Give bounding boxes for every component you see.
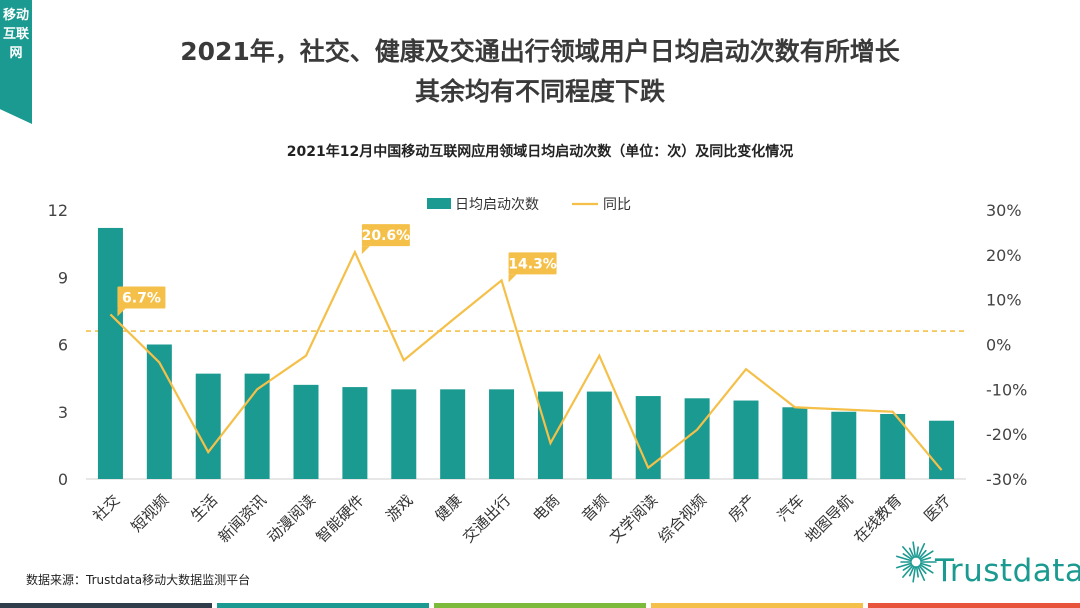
right-axis-tick-label: 30% bbox=[986, 201, 1022, 220]
legend-line-label: 同比 bbox=[603, 197, 631, 213]
footer-bar bbox=[217, 603, 429, 608]
bar-综合视频 bbox=[684, 398, 710, 479]
annotation-label: 14.3% bbox=[508, 256, 557, 272]
left-axis-tick-label: 12 bbox=[48, 201, 68, 220]
legend-bar-swatch bbox=[427, 198, 451, 209]
right-axis-tick-label: 10% bbox=[986, 291, 1022, 310]
left-axis-tick-label: 6 bbox=[58, 336, 68, 355]
bar-社交 bbox=[97, 227, 123, 479]
bar-新闻资讯 bbox=[244, 373, 270, 479]
right-axis-tick-label: 0% bbox=[986, 336, 1011, 355]
annotation-pointer bbox=[117, 308, 126, 317]
x-tick-label: 社交 bbox=[89, 491, 123, 525]
right-axis-tick-label: -30% bbox=[986, 470, 1027, 489]
annotation-box bbox=[361, 224, 410, 247]
logo-text: Trustdata bbox=[935, 553, 1080, 589]
x-tick-label: 健康 bbox=[432, 491, 466, 525]
x-tick-label: 地图导航 bbox=[801, 491, 856, 546]
left-axis-tick-label: 3 bbox=[58, 403, 68, 422]
x-tick-label: 音频 bbox=[578, 491, 612, 525]
chart-title: 2021年12月中国移动互联网应用领域日均启动次数（单位：次）及同比变化情况 bbox=[286, 144, 794, 160]
annotation-box bbox=[508, 252, 557, 275]
legend-bar-label: 日均启动次数 bbox=[455, 197, 539, 213]
footer-color-bars bbox=[0, 603, 1080, 608]
bar-智能硬件 bbox=[342, 387, 368, 479]
annotation-label: 6.7% bbox=[122, 290, 161, 306]
footer-bar bbox=[651, 603, 863, 608]
bar-生活 bbox=[195, 373, 221, 479]
x-tick-label: 医疗 bbox=[920, 491, 954, 525]
left-axis-tick-label: 9 bbox=[58, 268, 68, 287]
bar-音频 bbox=[586, 391, 612, 479]
x-tick-label: 房产 bbox=[725, 491, 759, 525]
headline-line-1: 2021年，社交、健康及交通出行领域用户日均启动次数有所增长 bbox=[180, 37, 900, 66]
x-tick-label: 游戏 bbox=[383, 491, 417, 525]
headline-line-2: 其余均有不同程度下跌 bbox=[414, 77, 665, 106]
right-axis-tick-label: -20% bbox=[986, 425, 1027, 444]
annotation-label: 20.6% bbox=[362, 228, 411, 244]
corner-tab: 移动互联网 bbox=[0, 0, 32, 124]
footer-bar bbox=[434, 603, 646, 608]
annotation-pointer bbox=[508, 274, 517, 283]
bar-在线教育 bbox=[880, 413, 906, 479]
footer-bar bbox=[0, 603, 212, 608]
bar-短视频 bbox=[146, 344, 172, 479]
bar-地图导航 bbox=[831, 411, 857, 479]
bar-健康 bbox=[440, 389, 466, 479]
x-tick-label: 汽车 bbox=[774, 491, 808, 525]
x-tick-label: 生活 bbox=[187, 491, 221, 525]
right-axis-tick-label: 20% bbox=[986, 246, 1022, 265]
left-axis-tick-label: 0 bbox=[58, 470, 68, 489]
bar-汽车 bbox=[782, 407, 808, 479]
x-tick-label: 综合视频 bbox=[655, 491, 710, 546]
bar-电商 bbox=[537, 391, 563, 479]
bar-房产 bbox=[733, 400, 759, 479]
bar-动漫阅读 bbox=[293, 384, 319, 479]
annotation-box bbox=[117, 286, 166, 309]
footer-bar bbox=[868, 603, 1080, 608]
bar-交通出行 bbox=[489, 389, 515, 479]
x-tick-label: 智能硬件 bbox=[313, 491, 368, 546]
x-tick-label: 新闻资讯 bbox=[215, 491, 270, 546]
x-tick-label: 动漫阅读 bbox=[264, 491, 319, 546]
data-source: 数据来源：Trustdata移动大数据监测平台 bbox=[26, 573, 251, 587]
corner-label: 移动互联网 bbox=[2, 8, 29, 61]
x-tick-label: 交通出行 bbox=[459, 491, 514, 546]
trustdata-logo-icon bbox=[896, 541, 937, 583]
x-tick-label: 电商 bbox=[529, 491, 563, 525]
bar-游戏 bbox=[391, 389, 417, 479]
x-tick-label: 文学阅读 bbox=[606, 491, 661, 546]
bar-医疗 bbox=[929, 420, 955, 479]
yoy-line bbox=[109, 249, 943, 471]
annotation-pointer bbox=[361, 246, 370, 255]
right-axis-tick-label: -10% bbox=[986, 380, 1027, 399]
x-tick-label: 短视频 bbox=[128, 491, 173, 536]
